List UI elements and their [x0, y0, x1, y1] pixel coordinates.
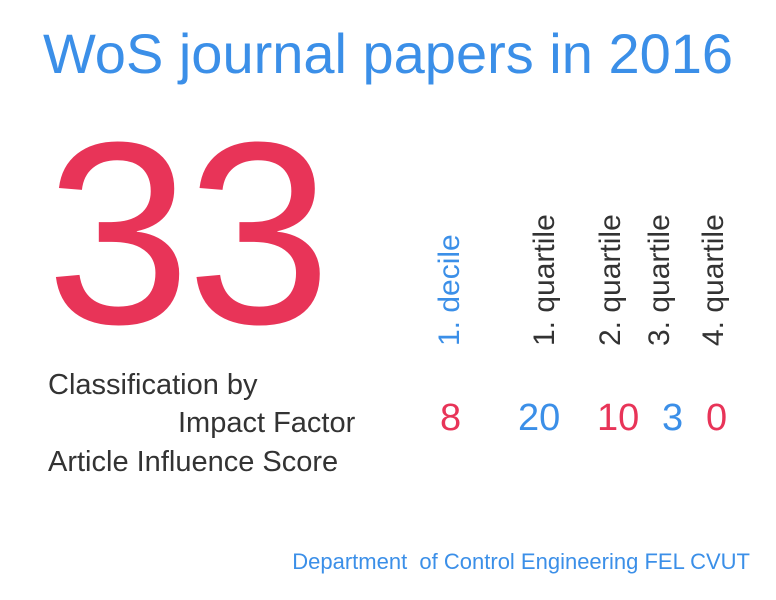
- category-value-4-quartile: 0: [706, 397, 728, 439]
- category-value-1-decile: 8: [440, 397, 462, 439]
- category-label-3-quartile: 3. quartile: [643, 214, 676, 346]
- classification-label: Classification by: [48, 369, 258, 401]
- department-footer: Department of Control Engineering FEL CV…: [292, 549, 750, 574]
- category-value-3-quartile: 3: [662, 397, 684, 439]
- category-label-1-decile: 1. decile: [433, 234, 466, 346]
- category-label-2-quartile: 2. quartile: [594, 214, 627, 346]
- article-influence-score-label: Article Influence Score: [48, 446, 339, 478]
- category-label-1-quartile: 1. quartile: [528, 214, 561, 346]
- total-papers-count: 33: [46, 89, 331, 379]
- impact-factor-label: Impact Factor: [178, 407, 356, 439]
- page-title: WoS journal papers in 2016: [42, 22, 734, 85]
- category-label-4-quartile: 4. quartile: [697, 214, 730, 346]
- category-value-1-quartile: 20: [518, 397, 561, 439]
- category-value-2-quartile: 10: [597, 397, 640, 439]
